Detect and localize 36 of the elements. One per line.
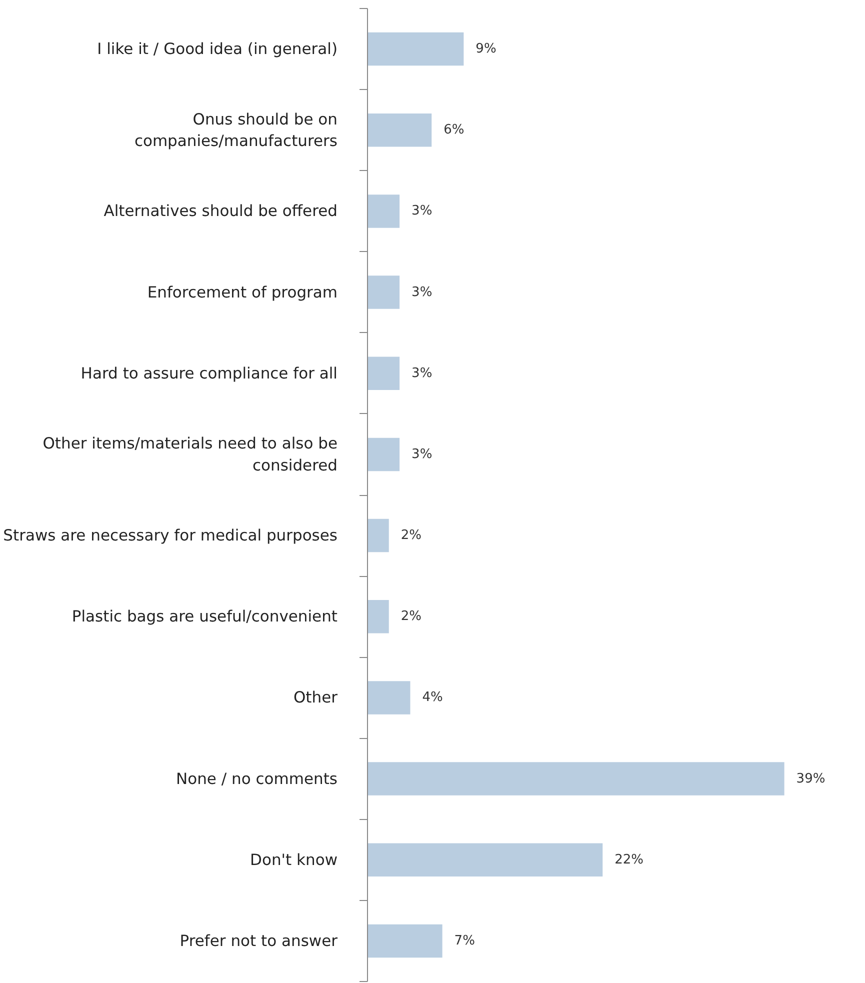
y-tick-label: I like it / Good idea (in general) — [97, 40, 338, 58]
data-label: 3% — [412, 446, 432, 462]
y-tick-label: Other items/materials need to also be considered — [42, 434, 338, 474]
bar — [368, 276, 400, 309]
data-label: 3% — [412, 284, 432, 300]
data-label: 3% — [412, 366, 432, 381]
bar — [368, 32, 464, 66]
y-tick-label: Straws are necessary for medical purposes — [3, 526, 338, 545]
bar — [368, 843, 603, 876]
data-label: 39% — [796, 771, 826, 786]
bar — [368, 681, 410, 714]
data-label: 2% — [400, 528, 422, 544]
bar — [368, 356, 400, 390]
bar — [368, 762, 784, 796]
data-label: 4% — [422, 690, 443, 706]
data-label: 2% — [400, 609, 422, 624]
bar — [368, 194, 400, 228]
y-tick-label: Plastic bags are useful/convenient — [72, 608, 338, 626]
data-label: 3% — [412, 204, 432, 219]
data-label: 6% — [444, 122, 464, 138]
bar — [368, 114, 432, 147]
y-tick-label: Don't know — [250, 850, 338, 869]
bar — [368, 438, 400, 472]
data-label: 7% — [454, 933, 475, 948]
y-tick-label: Onus should be on companies/manufacturers — [134, 110, 338, 150]
data-label: 22% — [614, 852, 644, 868]
bar — [368, 924, 442, 958]
y-tick-label: Alternatives should be offered — [104, 202, 338, 220]
y-tick-label: None / no comments — [176, 770, 338, 788]
y-tick-label: Hard to assure compliance for all — [80, 364, 338, 382]
y-tick-label: Prefer not to answer — [180, 932, 338, 950]
y-tick-label: Enforcement of program — [147, 283, 338, 302]
y-tick-label: Other — [293, 688, 338, 707]
bar — [368, 600, 389, 634]
bar — [368, 518, 389, 552]
data-label: 9% — [476, 42, 496, 57]
